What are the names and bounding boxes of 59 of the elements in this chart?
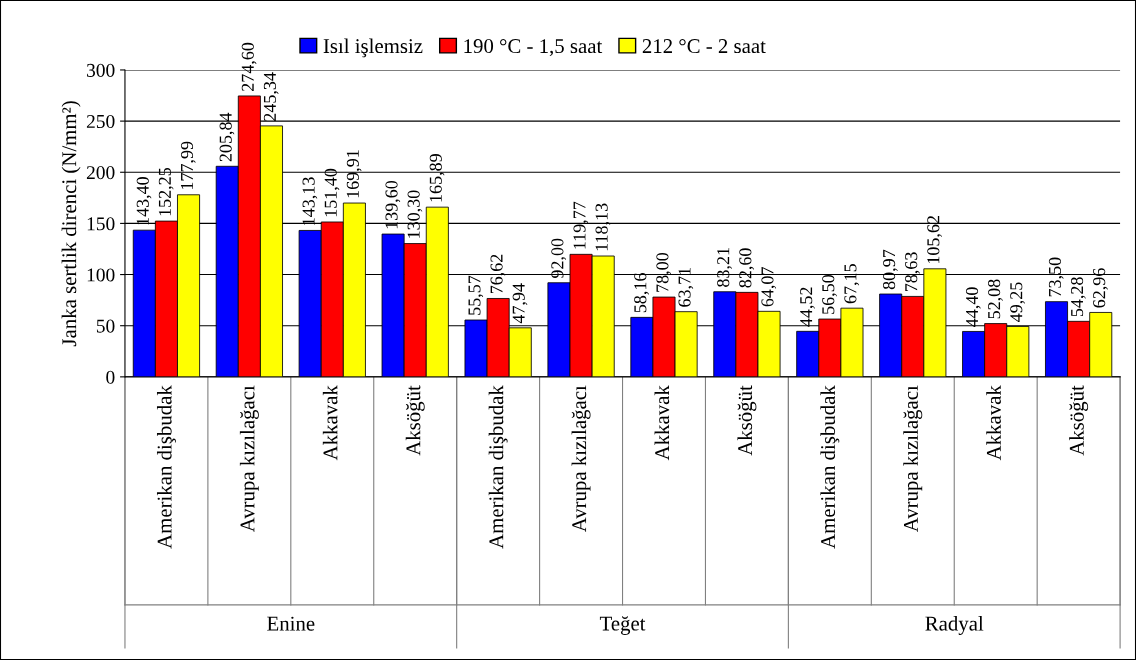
y-tick-label: 0 (106, 370, 115, 384)
data-label: 92,00 (551, 238, 567, 278)
data-label: 54,28 (1070, 277, 1086, 317)
data-label: 73,50 (1048, 257, 1064, 297)
y-tick-label: 200 (86, 166, 115, 180)
data-label: 78,00 (656, 252, 672, 292)
data-label: 177,99 (180, 141, 196, 190)
data-label: 63,71 (678, 267, 694, 307)
x-tick-label: Aksöğüt (405, 385, 425, 456)
x-tick-label: Avrupa kızılağacı (903, 385, 923, 533)
data-label: 52,08 (988, 279, 1003, 319)
data-label: 169,91 (346, 150, 362, 198)
data-label: 119,77 (573, 201, 589, 249)
data-label: 55,57 (468, 275, 484, 315)
x-tick-label: Aksöğüt (737, 385, 757, 456)
data-label: 245,34 (263, 72, 279, 121)
data-label: 80,97 (883, 249, 898, 290)
data-label: 76,62 (490, 254, 506, 294)
data-label: 67,15 (844, 264, 860, 304)
x-tick-label: Akkavak (654, 385, 670, 461)
data-label: 205,84 (219, 112, 235, 162)
data-label: 49,25 (1010, 282, 1025, 322)
data-label: 139,60 (385, 180, 401, 229)
x-tick-label: Avrupa kızılağacı (239, 385, 259, 533)
x-tick-label: Akkavak (322, 385, 338, 461)
x-tick-label: Amerikan dişbudak (156, 385, 176, 549)
data-label: 64,07 (761, 267, 777, 307)
x-tick-label: Avrupa kızılağacı (571, 385, 591, 533)
y-axis-title: Janka sertlik direnci (N/mm²) (61, 101, 81, 347)
data-label: 152,25 (158, 167, 174, 216)
data-label: 83,21 (717, 248, 732, 287)
data-label: 56,50 (822, 274, 837, 314)
data-label: 105,62 (927, 215, 943, 264)
text: Teğet (599, 616, 646, 635)
legend-label: 190 °C - 1,5 saat (464, 39, 603, 57)
data-label: 151,40 (324, 168, 340, 217)
x-tick-label: Amerikan dişbudak (488, 385, 508, 549)
y-tick-label: 100 (87, 268, 115, 282)
data-label: 118,13 (595, 203, 611, 251)
data-label: 165,89 (429, 154, 445, 202)
x-tick-label: Amerikan dişbudak (820, 385, 840, 549)
y-tick-label: 150 (87, 217, 115, 231)
x-tick-label: Akkavak (986, 385, 1001, 461)
y-tick-label: 50 (96, 319, 115, 333)
legend-label: 212 °C - 2 saat (642, 39, 766, 54)
data-label: 47,94 (512, 283, 528, 324)
data-label: 274,60 (241, 42, 257, 91)
data-label: 44,40 (965, 287, 981, 327)
text: Radyal (925, 615, 984, 635)
data-label: 143,40 (136, 177, 152, 225)
x-tick-label: Aksöğüt (1069, 385, 1089, 456)
data-label: 143,13 (302, 177, 318, 225)
data-label: 78,63 (905, 252, 920, 292)
legend-label: Isıl işlemsiz (323, 38, 423, 58)
data-label: 82,60 (739, 248, 755, 288)
y-tick-label: 250 (86, 114, 115, 129)
text: Enine (267, 616, 315, 631)
data-label: 44,52 (800, 287, 815, 327)
y-tick-label: 300 (87, 63, 115, 77)
